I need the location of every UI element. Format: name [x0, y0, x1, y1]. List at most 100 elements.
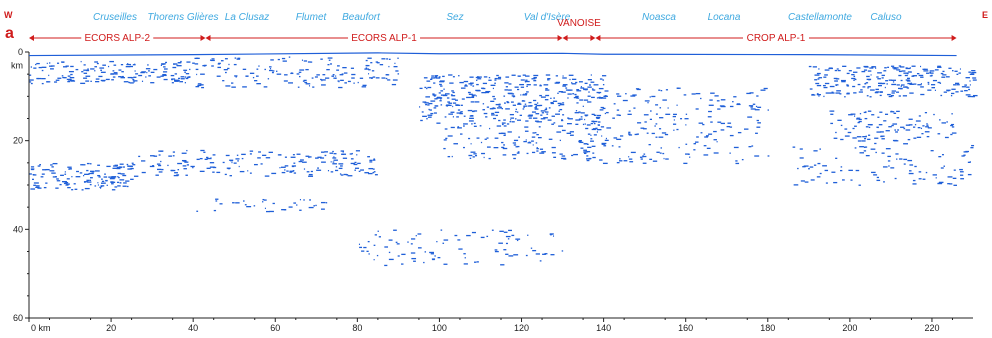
reflector-dot	[469, 115, 474, 117]
reflector-dot	[460, 133, 463, 135]
reflector-dot	[717, 108, 721, 110]
reflector-dot	[263, 199, 267, 201]
reflector-dot	[604, 90, 609, 92]
reflector-dot	[477, 75, 479, 78]
reflector-dot	[950, 95, 953, 97]
reflector-dot	[423, 77, 428, 79]
reflector-dot	[476, 90, 481, 92]
reflector-dot	[434, 255, 436, 257]
reflector-dot	[950, 124, 953, 127]
reflector-dot	[349, 153, 353, 155]
reflector-dot	[256, 68, 259, 70]
reflector-dot	[598, 92, 600, 94]
reflector-dot	[757, 122, 761, 124]
reflector-dot	[56, 178, 59, 180]
reflector-dot	[713, 152, 719, 154]
reflector-dot	[756, 119, 759, 122]
reflector-dot	[437, 256, 441, 259]
reflector-dot	[401, 263, 404, 265]
reflector-dot	[548, 107, 551, 109]
reflector-dot	[120, 64, 124, 66]
reflector-dot	[343, 72, 348, 74]
reflector-dot	[906, 87, 910, 89]
reflector-dot	[550, 97, 552, 99]
reflector-dot	[835, 92, 841, 94]
reflector-dot	[476, 83, 479, 86]
reflector-dot	[689, 156, 691, 158]
reflector-dot	[430, 112, 434, 115]
reflector-dot	[603, 145, 607, 147]
reflector-dot	[89, 183, 92, 186]
profile-arrow-right	[590, 35, 596, 41]
reflector-dot	[418, 106, 421, 108]
reflector-dot	[460, 87, 466, 89]
reflector-dot	[452, 102, 457, 104]
reflector-dot	[592, 89, 596, 91]
reflector-dot	[729, 126, 733, 128]
reflector-dot	[322, 74, 326, 76]
reflector-dot	[852, 127, 855, 130]
reflector-dot	[141, 71, 146, 73]
reflector-dot	[179, 81, 184, 83]
reflector-dot	[320, 58, 323, 60]
reflector-dot	[80, 60, 82, 63]
reflector-dot	[440, 98, 442, 100]
reflector-dot	[918, 115, 921, 117]
reflector-dot	[583, 152, 587, 155]
reflector-dot	[905, 124, 911, 126]
reflector-dot	[303, 168, 306, 170]
reflector-dot	[596, 129, 602, 131]
reflector-dot	[83, 181, 89, 183]
reflector-dot	[926, 123, 928, 125]
reflector-dot	[434, 75, 438, 77]
reflector-dot	[463, 123, 468, 125]
reflector-dot	[746, 92, 751, 95]
reflector-dot	[424, 86, 427, 89]
reflector-dot	[930, 150, 934, 152]
reflector-dot	[857, 140, 861, 142]
reflector-dot	[844, 128, 848, 130]
reflector-dot	[270, 59, 274, 61]
reflector-dot	[335, 75, 337, 77]
reflector-dot	[121, 71, 124, 73]
reflector-dot	[562, 77, 567, 79]
reflector-dot	[421, 111, 424, 113]
place-name-castellamonte: Castellamonte	[788, 12, 852, 23]
reflector-dot	[616, 93, 620, 95]
reflector-dot	[550, 234, 552, 236]
reflector-dot	[651, 132, 655, 135]
reflector-dot	[174, 172, 178, 174]
reflector-dot	[617, 95, 622, 97]
reflector-dot	[887, 155, 891, 158]
reflector-dot	[714, 95, 719, 97]
reflector-dot	[29, 173, 32, 175]
reflector-dot	[866, 95, 869, 97]
reflector-dot	[898, 70, 902, 73]
reflector-dot	[242, 86, 247, 88]
reflector-dot	[531, 111, 537, 113]
reflector-dot	[296, 73, 300, 75]
profile-label-bg	[348, 32, 421, 43]
reflector-dot	[822, 165, 827, 167]
reflector-dot	[750, 106, 753, 108]
reflector-dot	[835, 131, 837, 134]
reflector-dot	[65, 184, 69, 186]
reflector-dot	[922, 178, 926, 180]
place-name-sez: Sez	[446, 12, 463, 23]
reflector-dot	[82, 164, 86, 166]
reflector-dot	[85, 80, 90, 82]
reflector-dot	[410, 252, 416, 254]
reflector-dot	[123, 182, 127, 184]
reflector-dot	[842, 179, 845, 181]
reflector-dot	[646, 132, 649, 134]
reflector-dot	[114, 186, 118, 188]
reflector-dot	[543, 84, 549, 86]
reflector-dot	[206, 167, 211, 169]
reflector-dot	[110, 181, 116, 183]
place-name-caluso: Caluso	[870, 12, 902, 23]
reflector-dot	[496, 125, 502, 127]
reflector-dot	[540, 118, 546, 120]
reflector-dot	[71, 189, 74, 191]
reflector-dot	[262, 198, 265, 201]
reflector-dot	[332, 161, 335, 163]
